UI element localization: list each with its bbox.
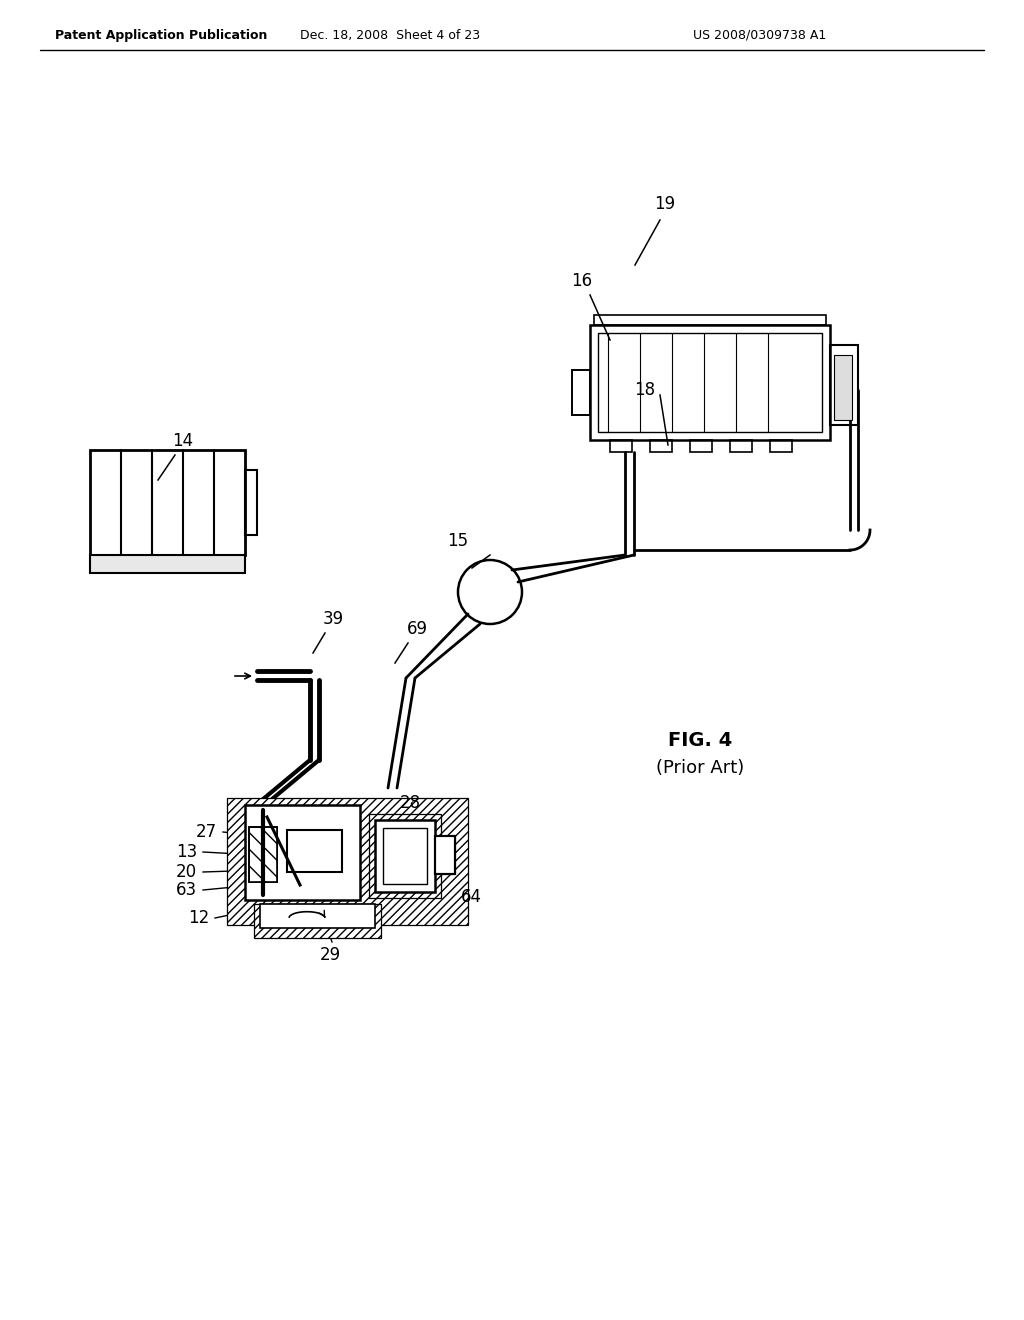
Bar <box>650 440 672 451</box>
Text: 27: 27 <box>196 822 217 841</box>
Bar <box>249 828 278 882</box>
Bar <box>287 830 342 873</box>
Text: 12: 12 <box>187 909 209 927</box>
Text: 69: 69 <box>407 620 427 638</box>
Bar <box>435 836 455 874</box>
Text: 63: 63 <box>176 880 197 899</box>
Bar <box>610 440 632 451</box>
Text: 20: 20 <box>176 863 197 880</box>
Bar <box>690 440 712 451</box>
Bar <box>730 440 752 451</box>
Bar <box>375 820 435 892</box>
Bar <box>435 836 455 874</box>
Text: (Prior Art): (Prior Art) <box>656 759 744 777</box>
Bar <box>590 325 830 440</box>
Text: 18: 18 <box>634 381 655 399</box>
Bar <box>834 355 852 420</box>
Bar <box>245 805 360 900</box>
Bar <box>254 904 381 939</box>
Bar <box>598 333 822 432</box>
Text: FIG. 4: FIG. 4 <box>668 730 732 750</box>
Text: 14: 14 <box>172 432 194 450</box>
Text: 64: 64 <box>461 888 482 906</box>
Text: 15: 15 <box>446 532 468 550</box>
Text: 13: 13 <box>176 843 197 861</box>
Bar <box>572 370 590 414</box>
Bar <box>245 470 257 535</box>
Text: US 2008/0309738 A1: US 2008/0309738 A1 <box>693 29 826 41</box>
Bar <box>227 799 468 925</box>
Bar <box>249 828 278 882</box>
Text: Dec. 18, 2008  Sheet 4 of 23: Dec. 18, 2008 Sheet 4 of 23 <box>300 29 480 41</box>
Bar <box>249 828 278 882</box>
Bar <box>383 828 427 884</box>
Bar <box>90 450 245 554</box>
Text: 28: 28 <box>399 795 421 812</box>
Bar <box>770 440 792 451</box>
Text: 16: 16 <box>571 272 593 290</box>
Text: 39: 39 <box>323 610 344 628</box>
Text: Patent Application Publication: Patent Application Publication <box>55 29 267 41</box>
Bar <box>260 904 375 928</box>
Bar <box>90 554 245 573</box>
Text: 19: 19 <box>654 195 676 213</box>
Bar <box>830 345 858 425</box>
Text: 29: 29 <box>319 946 341 964</box>
Bar <box>369 814 441 898</box>
Bar <box>594 315 826 325</box>
Bar <box>435 836 455 874</box>
